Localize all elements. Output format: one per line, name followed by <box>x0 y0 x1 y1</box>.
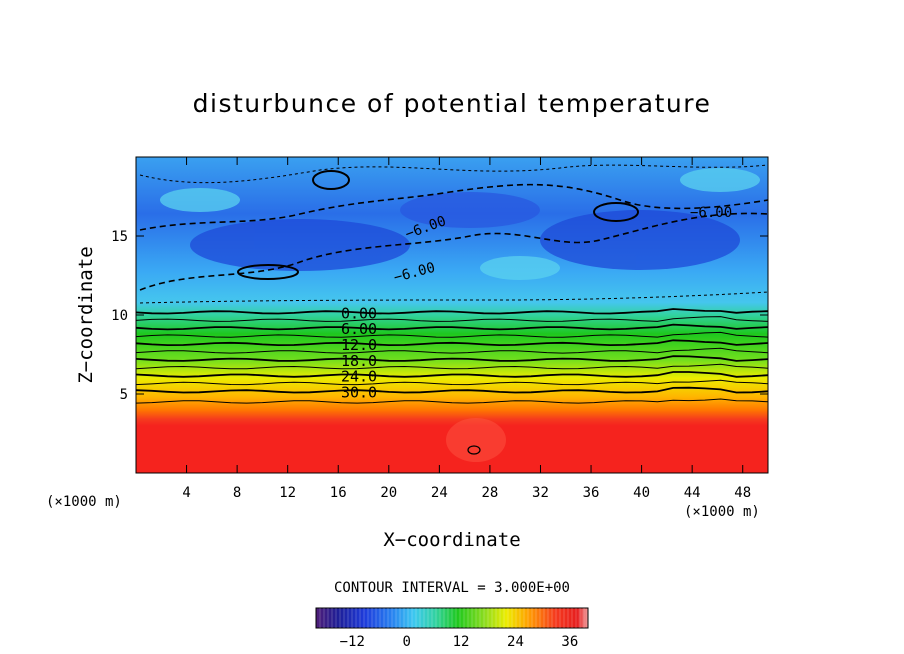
x-tick-label: 24 <box>431 485 448 501</box>
closed-contour <box>467 445 481 455</box>
isoline <box>136 331 768 338</box>
dashed-contour <box>139 164 768 184</box>
isolines <box>136 308 768 404</box>
colorbar-divisions <box>319 608 585 628</box>
y-tick-label: 5 <box>120 387 128 403</box>
closed-contour <box>312 170 350 190</box>
isoline <box>136 379 768 386</box>
warm-patch <box>680 168 760 192</box>
chart-title: disturbunce of potential temperature <box>193 89 712 118</box>
x-tick-label: 8 <box>233 485 241 501</box>
colorbar <box>315 607 589 629</box>
isoline-label: 18.0 <box>341 352 377 370</box>
x-unit-left: (×1000 m) <box>46 494 122 510</box>
isoline-label: 0.00 <box>341 304 377 322</box>
upper-contours <box>139 164 768 455</box>
light-blob <box>446 418 506 462</box>
x-tick-label: 16 <box>330 485 347 501</box>
isoline <box>136 339 768 347</box>
cold-patch <box>190 219 410 271</box>
colorbar-tick-label: 0 <box>402 634 410 650</box>
isoline-label: 30.0 <box>341 383 377 401</box>
isoline <box>136 398 768 404</box>
x-axis-ticks: 4 8 12 16 20 24 28 32 36 40 44 48 <box>182 157 751 501</box>
colorbar-tick-label: 36 <box>561 634 578 650</box>
contour-interval: CONTOUR INTERVAL = 3.000E+00 <box>334 580 570 596</box>
isoline-label: 6.00 <box>341 320 377 338</box>
y-axis-ticks: 5 10 15 <box>111 229 768 403</box>
warm-patch <box>160 188 240 212</box>
cold-patch <box>400 192 540 228</box>
upper-patches <box>160 168 760 280</box>
isoline <box>136 386 768 394</box>
isoline <box>136 347 768 354</box>
isoline <box>136 308 768 315</box>
x-tick-label: 4 <box>182 485 190 501</box>
dashed-contour <box>139 212 768 291</box>
plot-area: −6.00 −6.00 −6.00 <box>136 157 768 473</box>
x-tick-label: 32 <box>532 485 549 501</box>
y-tick-label: 15 <box>111 229 128 245</box>
x-tick-label: 40 <box>633 485 650 501</box>
x-tick-label: 44 <box>684 485 701 501</box>
isoline <box>136 371 768 378</box>
warm-patch <box>480 256 560 280</box>
x-unit-right: (×1000 m) <box>684 504 760 520</box>
y-tick-label: 10 <box>111 308 128 324</box>
isoline-label: 24.0 <box>341 368 377 386</box>
isoline <box>136 316 768 322</box>
isoline <box>136 363 768 370</box>
upper-label: −6.00 <box>690 205 732 221</box>
colorbar-tick-label: 12 <box>453 634 470 650</box>
colorbar-ticks: −12 0 12 24 36 <box>340 634 579 650</box>
x-tick-label: 12 <box>279 485 296 501</box>
closed-contour <box>593 202 639 222</box>
colorbar-tick-label: −12 <box>340 634 365 650</box>
isoline-label: 12.0 <box>341 336 377 354</box>
x-tick-label: 28 <box>481 485 498 501</box>
isoline <box>136 323 768 331</box>
y-axis-label: Z−coordinate <box>75 246 97 383</box>
x-tick-label: 36 <box>583 485 600 501</box>
closed-contour <box>237 264 299 280</box>
x-tick-label: 20 <box>380 485 397 501</box>
x-axis-label: X−coordinate <box>383 529 520 551</box>
cold-patch <box>540 210 740 270</box>
x-tick-label: 48 <box>734 485 751 501</box>
colorbar-tick-label: 24 <box>507 634 524 650</box>
isoline <box>136 355 768 362</box>
dashed-contour <box>139 183 768 231</box>
